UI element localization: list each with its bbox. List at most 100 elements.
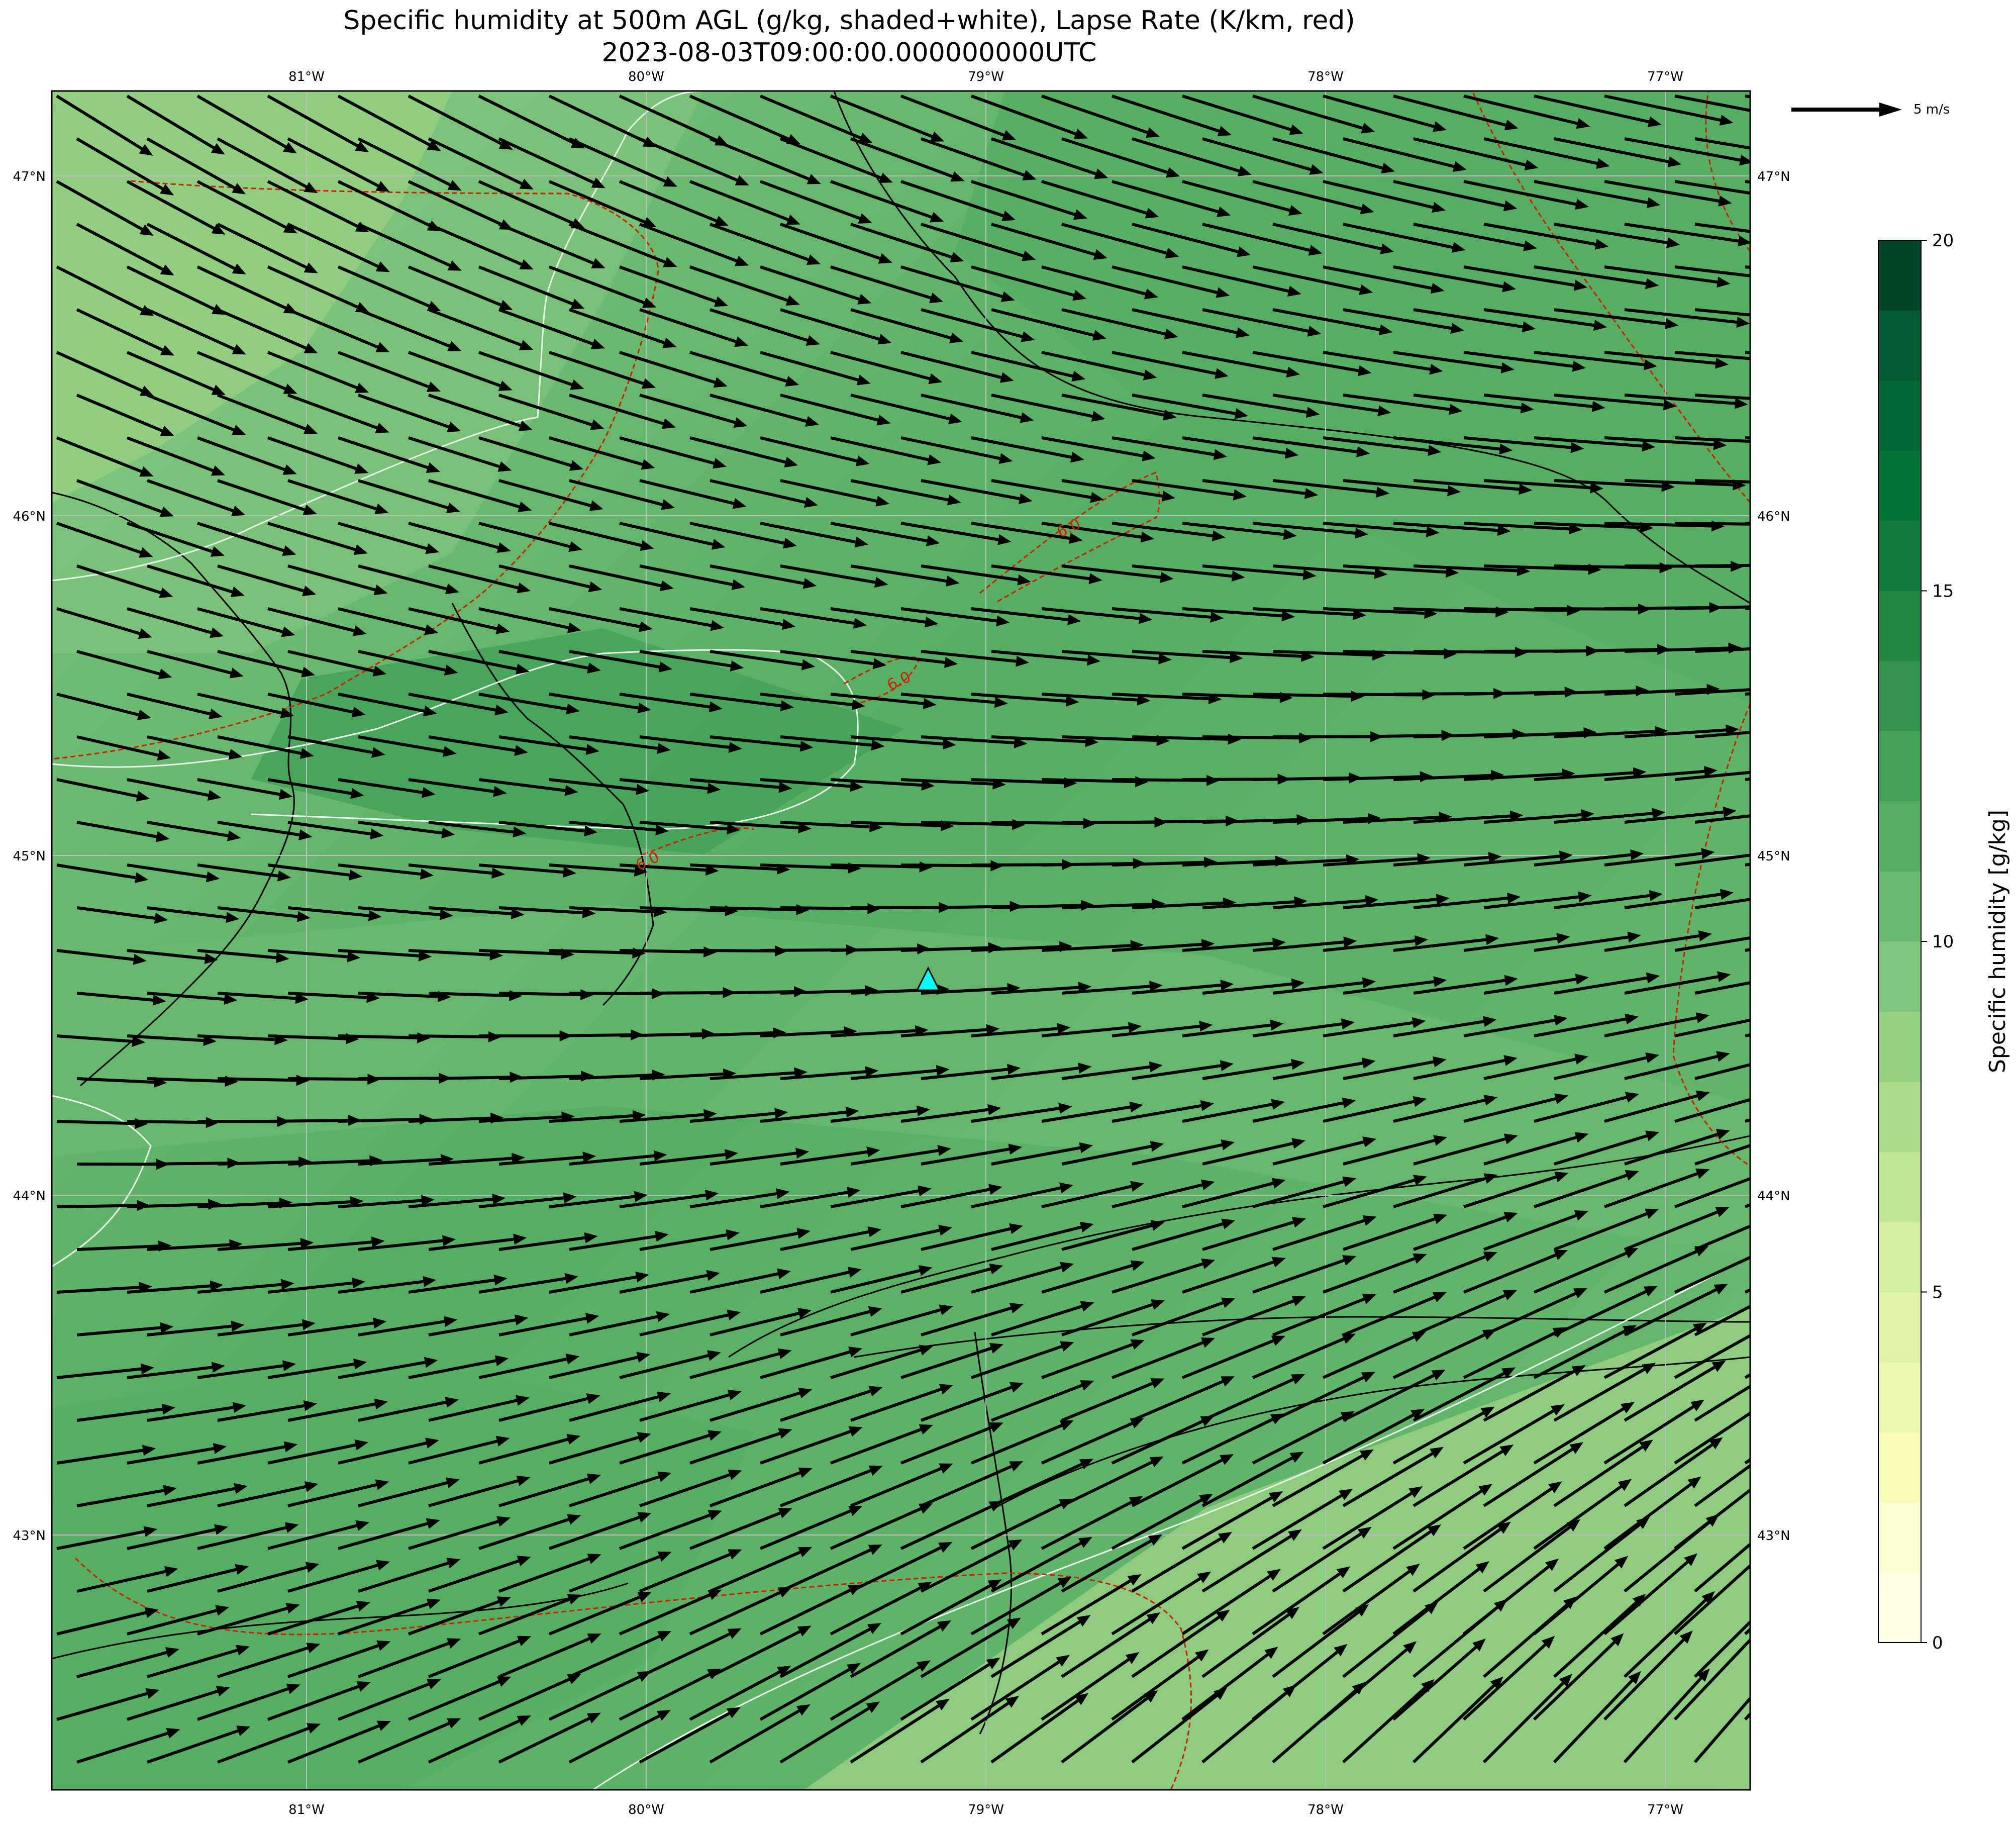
colorbar-segment-16	[1878, 451, 1921, 521]
quiver-key-label: 5 m/s	[1913, 102, 1950, 117]
colorbar-segment-14	[1878, 591, 1921, 661]
lon-label-top-1: 80°W	[628, 69, 664, 84]
wind-vector-head-636	[1786, 1127, 1800, 1138]
wind-vector-head-244	[1804, 478, 1817, 489]
wind-vector-head-856	[1757, 1474, 1771, 1487]
lat-label-left-3: 44°N	[13, 1189, 46, 1204]
wind-vector-head-685	[1785, 1205, 1799, 1215]
wind-vector-head-930	[1771, 1589, 1784, 1602]
colorbar-segment-4	[1878, 1292, 1921, 1363]
wind-vector-head-783	[1782, 1358, 1796, 1370]
colorbar-segment-1	[1878, 1502, 1921, 1573]
lon-label-top-4: 77°W	[1647, 69, 1683, 84]
wind-vector-head-612	[1837, 1088, 1851, 1098]
wind-vector-171	[1745, 352, 1858, 360]
lon-label-top-2: 79°W	[968, 69, 1004, 84]
figure-title-line2: 2023-08-03T09:00:00.000000000UTC	[602, 38, 1097, 68]
wind-vector-head-881	[1775, 1512, 1788, 1524]
colorbar-tick-label-2: 10	[1932, 932, 1954, 952]
wind-vector-head-317	[1780, 601, 1793, 612]
wind-vector-955	[1745, 1635, 1822, 1719]
wind-vector-head-563	[1838, 1010, 1852, 1020]
wind-vector-710	[1745, 1247, 1838, 1292]
wind-vector-head-734	[1784, 1282, 1798, 1293]
wind-vector-head-366	[1778, 683, 1791, 694]
wind-vector-569	[429, 1077, 510, 1079]
wind-vector-543	[338, 1036, 417, 1038]
quiver-key: 5 m/s	[1791, 102, 1950, 117]
lat-label-left-1: 46°N	[13, 509, 46, 524]
wind-vector-head-48	[1811, 153, 1825, 164]
wind-vector-head-955	[1818, 1625, 1831, 1639]
wind-vector-head-367	[1849, 681, 1862, 692]
colorbar-segment-7	[1878, 1082, 1921, 1152]
colorbar-segment-9	[1878, 941, 1921, 1012]
wind-vector-759	[1745, 1325, 1836, 1378]
lat-label-right-3: 44°N	[1757, 1189, 1790, 1204]
colorbar-label: Specific humidity [g/kg]	[1985, 810, 2010, 1073]
lon-label-top-0: 81°W	[288, 69, 325, 84]
colorbar-segment-11	[1878, 801, 1921, 872]
lon-label-bottom-1: 80°W	[628, 1802, 664, 1817]
wind-vector-head-73	[1861, 192, 1875, 203]
wind-vector-head-97	[1809, 234, 1823, 245]
wind-vector-head-807	[1760, 1397, 1774, 1409]
wind-vector-566	[218, 1079, 296, 1080]
wind-vector-head-293	[1802, 559, 1815, 570]
lon-label-bottom-4: 77°W	[1647, 1802, 1683, 1817]
wind-vector-122	[1745, 267, 1860, 279]
wind-vector-head-391	[1796, 723, 1810, 734]
wind-vector-906	[1745, 1557, 1826, 1634]
wind-vector-514	[1745, 933, 1841, 950]
wind-vector-head-611	[1767, 1089, 1781, 1100]
colorbar-segment-18	[1878, 311, 1921, 381]
wind-vector-612	[1745, 1093, 1839, 1121]
wind-vector-head-219	[1785, 437, 1798, 448]
wind-vector-head-342	[1799, 641, 1812, 652]
wind-vector-24	[1745, 96, 1864, 117]
wind-vector-head-465	[1843, 845, 1857, 856]
wind-vector-head-415	[1775, 764, 1788, 776]
wind-vector-293	[1695, 565, 1802, 566]
wind-vector-head-489	[1791, 888, 1804, 899]
colorbar-tick-label-0: 0	[1932, 1633, 1943, 1653]
lon-label-top-3: 78°W	[1307, 69, 1344, 84]
wind-vector-head-857	[1827, 1472, 1840, 1484]
wind-vector-head-906	[1823, 1548, 1836, 1561]
wind-vector-head-832	[1779, 1435, 1792, 1447]
wind-vector-head-759	[1833, 1318, 1847, 1330]
wind-vector-head-195	[1806, 397, 1820, 408]
wind-vector-522	[569, 993, 652, 994]
latitude-labels-right: 47°N46°N45°N44°N43°N	[1757, 169, 1790, 1544]
lat-label-right-4: 43°N	[1757, 1528, 1790, 1544]
colorbar-tick-label-3: 15	[1932, 582, 1954, 602]
wind-vector-head-23	[1791, 113, 1805, 124]
wind-vector-318	[1745, 605, 1852, 609]
wind-vector-546	[549, 1035, 631, 1036]
wind-vector-head-146	[1808, 315, 1822, 326]
colorbar-segment-17	[1878, 380, 1921, 451]
wind-vector-head-758	[1763, 1320, 1777, 1331]
wind-vector-head-660	[1766, 1167, 1780, 1177]
colorbar-segment-12	[1878, 731, 1921, 802]
colorbar-tick-label-4: 20	[1932, 231, 1954, 251]
wind-vector-head-24	[1863, 111, 1877, 122]
longitude-labels-top: 81°W 80°W 79°W 78°W 77°W	[288, 69, 1683, 84]
wind-vector-head-170	[1786, 356, 1800, 367]
colorbar-segment-2	[1878, 1432, 1921, 1503]
wind-vector-head-269	[1854, 518, 1867, 529]
wind-vector-637	[57, 1205, 137, 1207]
wind-vector-head-808	[1830, 1395, 1844, 1407]
colorbar-segment-5	[1878, 1222, 1921, 1292]
wind-vector-head-661	[1837, 1165, 1851, 1175]
latitude-labels-left: 47°N46°N45°N44°N43°N	[13, 169, 46, 1544]
wind-vector-head-318	[1851, 599, 1864, 610]
wind-vector-head-122	[1860, 273, 1873, 284]
lat-label-right-2: 45°N	[1757, 849, 1790, 864]
lon-label-bottom-2: 79°W	[968, 1802, 1004, 1817]
wind-vector-416	[1745, 769, 1847, 780]
